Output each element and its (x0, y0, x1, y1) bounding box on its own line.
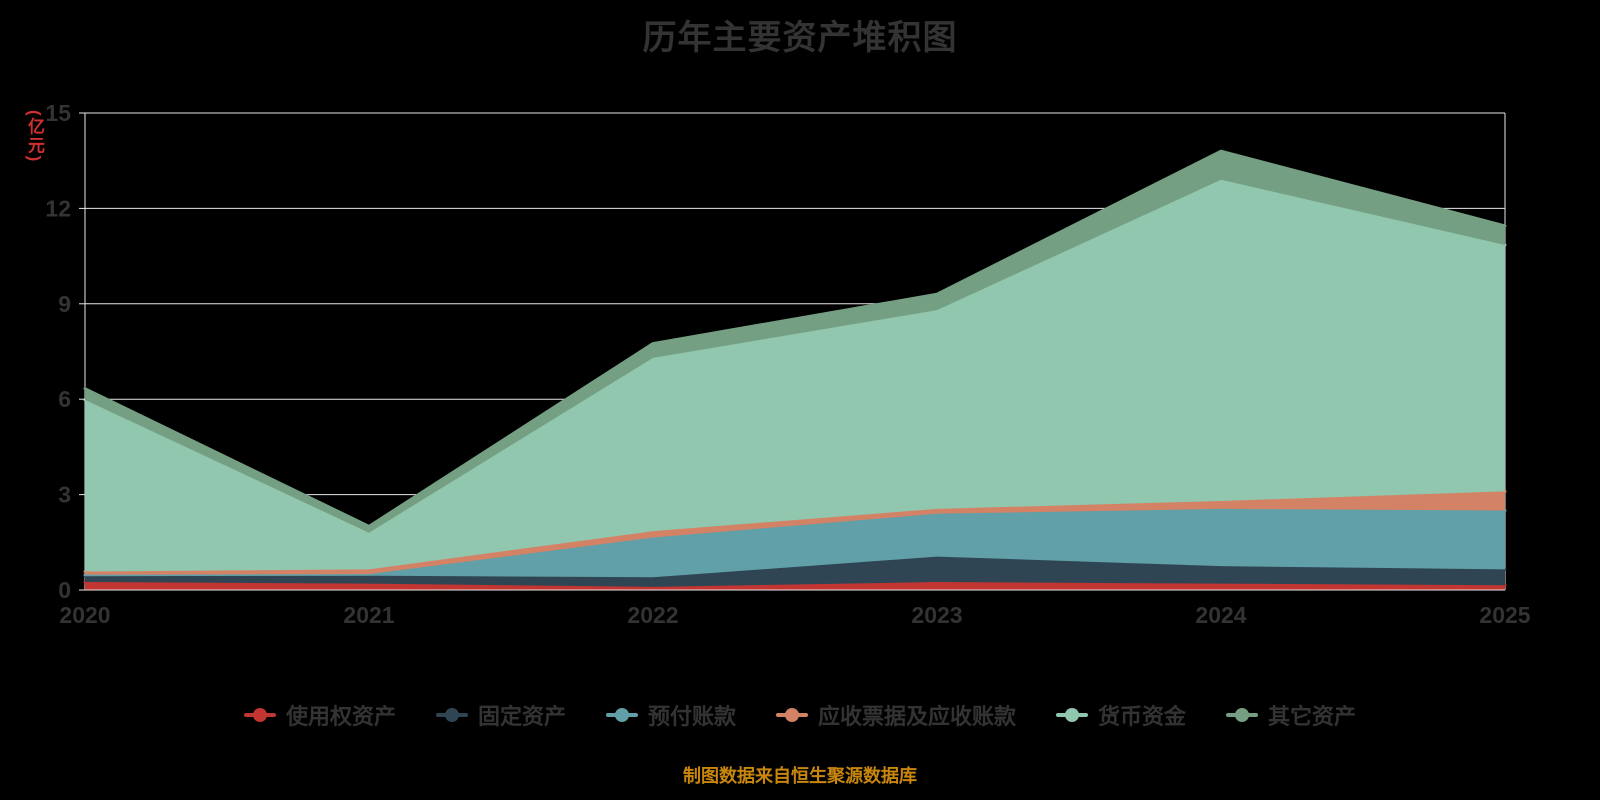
legend-item-prepayments[interactable]: 预付账款 (605, 702, 736, 729)
area-prepayments (85, 508, 1505, 578)
data-source-note: 制图数据来自恒生聚源数据库 (683, 766, 917, 786)
y-tick-label: 15 (45, 100, 71, 126)
legend-label-right-of-use-assets: 使用权资产 (285, 704, 396, 729)
legend-line-dot-icon (435, 708, 468, 722)
x-tick-label: 2024 (1195, 602, 1246, 628)
legend-item-notes-and-accounts-receivable[interactable]: 应收票据及应收账款 (776, 702, 1017, 729)
x-tick-label: 2020 (59, 602, 110, 628)
legend-label-fixed-assets: 固定资产 (477, 704, 566, 729)
legend-line-dot-icon (605, 708, 638, 722)
y-tick-label: 12 (45, 195, 71, 221)
x-tick-label: 2025 (1479, 602, 1530, 628)
legend-label-other-assets: 其它资产 (1268, 704, 1357, 729)
line-other-assets (83, 149, 1507, 528)
area-notes-and-accounts-receivable (85, 491, 1505, 575)
area-monetary-funds (85, 179, 1505, 572)
legend-line-dot-icon (1226, 708, 1259, 722)
legend-line-dot-icon (243, 708, 276, 722)
legend-item-monetary-funds[interactable]: 货币资金 (1056, 702, 1187, 729)
x-tick-label: 2022 (627, 602, 678, 628)
legend-line-dot-icon (1056, 708, 1089, 722)
x-tick-label: 2021 (343, 602, 394, 628)
legend-label-monetary-funds: 货币资金 (1098, 704, 1187, 729)
legend-label-prepayments: 预付账款 (647, 704, 736, 729)
legend-item-right-of-use-assets[interactable]: 使用权资产 (243, 702, 396, 729)
y-tick-label: 9 (58, 291, 71, 317)
y-tick-label: 3 (58, 482, 71, 508)
legend-label-notes-and-accounts-receivable: 应收票据及应收账款 (818, 704, 1017, 729)
legend-item-other-assets[interactable]: 其它资产 (1226, 702, 1357, 729)
x-tick-label: 2023 (911, 602, 962, 628)
y-axis-unit-label: (亿元) (25, 110, 44, 164)
legend: 使用权资产 固定资产 预付账款 应收票据及应收账款 货币资金 其它资产 (0, 702, 1600, 729)
y-tick-label: 0 (58, 577, 71, 603)
legend-item-fixed-assets[interactable]: 固定资产 (435, 702, 566, 729)
legend-line-dot-icon (776, 708, 808, 722)
y-tick-label: 6 (58, 386, 71, 412)
chart-title: 历年主要资产堆积图 (642, 19, 958, 57)
